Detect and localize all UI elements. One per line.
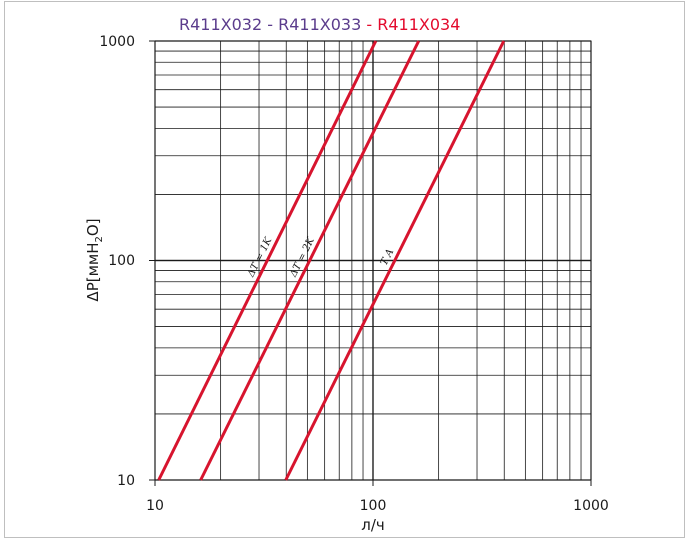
x-tick-labels: 10 100 1000 (146, 498, 609, 514)
chart-title-part: - (361, 15, 377, 34)
x-axis-title: л/ч (361, 516, 385, 534)
x-tick-label-100: 100 (360, 498, 387, 514)
y-tick-label-10: 10 (117, 473, 135, 489)
chart-title: R411X032 - R411X033 - R411X034 (179, 15, 460, 34)
plot-border (154, 40, 592, 481)
y-tick-label-1000: 1000 (99, 34, 135, 50)
y-axis-title: ΔP[ммH2O] (84, 218, 105, 301)
y-tick-labels: 1000 100 10 (99, 34, 135, 489)
chart-title-part: R411X033 (278, 15, 361, 34)
series-line-3 (284, 40, 506, 481)
chart-title-part: R411X032 (179, 15, 262, 34)
y-tick-label-100: 100 (108, 253, 135, 269)
x-tick-label-1000: 1000 (573, 498, 609, 514)
y-axis-title-subscript: 2 (94, 236, 105, 242)
chart-title-part: - (262, 15, 278, 34)
series-line-1 (157, 40, 378, 481)
series-line-2 (199, 40, 421, 481)
x-tick-label-10: 10 (146, 498, 164, 514)
y-axis-title-main: ΔP[ммH (84, 242, 102, 301)
chart-title-part: R411X034 (377, 15, 460, 34)
y-axis-title-end: O] (84, 218, 102, 236)
series-layer (157, 40, 506, 481)
